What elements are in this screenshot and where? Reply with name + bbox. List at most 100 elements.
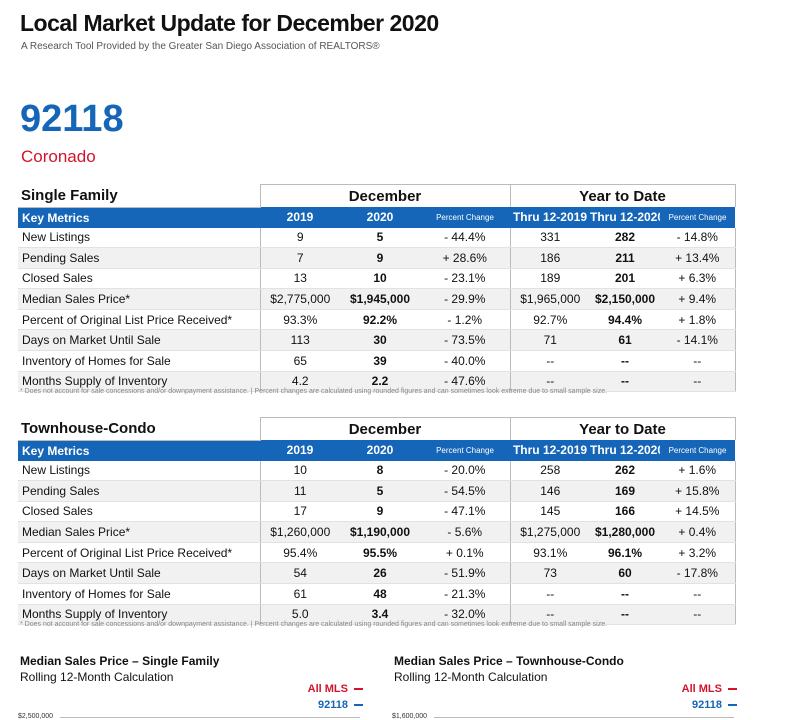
metric-value: - 51.9% xyxy=(420,562,511,585)
metric-value: - 23.1% xyxy=(420,268,511,290)
metric-value: - 47.6% xyxy=(420,371,511,393)
metric-value: + 14.5% xyxy=(660,501,736,523)
legend-label: All MLS xyxy=(307,683,348,695)
footnote: * Does not account for sale concessions … xyxy=(20,388,608,395)
metric-name: Days on Market Until Sale xyxy=(18,329,261,352)
metric-name: Percent of Original List Price Received* xyxy=(18,542,261,564)
metric-value: 4.2 xyxy=(260,371,340,393)
metric-value: -- xyxy=(510,604,590,626)
metric-value: - 29.9% xyxy=(420,288,511,310)
metric-value: 94.4% xyxy=(590,309,660,331)
subtitle: A Research Tool Provided by the Greater … xyxy=(21,41,380,52)
metric-value: $1,945,000 xyxy=(340,288,420,310)
metric-value: 9 xyxy=(340,501,420,523)
metric-value: + 0.1% xyxy=(420,542,511,564)
metric-value: + 13.4% xyxy=(660,247,736,269)
metric-value: 92.7% xyxy=(510,309,590,331)
metric-value: - 54.5% xyxy=(420,480,511,502)
metric-value: + 1.6% xyxy=(660,460,736,482)
group-header: Year to Date xyxy=(509,417,736,440)
metric-value: 54 xyxy=(260,562,340,585)
table-block: Single Family December Year to Date Key Met… xyxy=(18,184,736,393)
metric-name: Median Sales Price* xyxy=(18,521,261,543)
column-header: 2020 xyxy=(340,207,420,228)
metric-value: 5 xyxy=(340,480,420,502)
axis-line xyxy=(434,717,734,718)
column-header: Key Metrics xyxy=(18,207,260,228)
metric-row: New Listings 10 8- 20.0% 258 262 + 1.6% xyxy=(18,460,736,482)
metric-value: 262 xyxy=(590,460,660,482)
column-header: Percent Change xyxy=(660,207,736,228)
metric-value: 30 xyxy=(340,329,420,352)
metric-value: $1,280,000 xyxy=(590,521,660,543)
metric-value: - 40.0% xyxy=(420,350,511,372)
metric-value: - 5.6% xyxy=(420,521,511,543)
metric-row: Percent of Original List Price Received*… xyxy=(18,542,736,564)
metric-value: 11 xyxy=(260,480,340,502)
metric-row: Percent of Original List Price Received*… xyxy=(18,309,736,331)
metric-value: 96.1% xyxy=(590,542,660,564)
metric-value: 211 xyxy=(590,247,660,269)
legend-item: All MLS xyxy=(220,683,363,695)
metric-value: 92.2% xyxy=(340,309,420,331)
legend-item: 92118 xyxy=(594,699,737,711)
metric-value: 166 xyxy=(590,501,660,523)
zip-code: 92118 xyxy=(20,98,124,140)
metric-value: - 17.8% xyxy=(660,562,736,585)
chart-title: Median Sales Price – Single Family xyxy=(20,654,220,668)
metric-value: + 28.6% xyxy=(420,247,511,269)
metric-value: 73 xyxy=(510,562,590,585)
metric-value: 2.2 xyxy=(340,371,420,393)
column-header: Percent Change xyxy=(420,440,510,461)
metric-value: -- xyxy=(590,583,660,605)
metric-value: 201 xyxy=(590,268,660,290)
column-header: Percent Change xyxy=(660,440,736,461)
metric-value: 9 xyxy=(260,227,340,249)
metric-value: 26 xyxy=(340,562,420,585)
metric-value: + 6.3% xyxy=(660,268,736,290)
section-title: Townhouse-Condo xyxy=(18,417,260,441)
group-header-row: Single Family December Year to Date xyxy=(18,184,736,208)
column-header: Thru 12-2020 xyxy=(590,440,660,461)
metric-value: 93.1% xyxy=(510,542,590,564)
metric-name: Inventory of Homes for Sale xyxy=(18,583,261,605)
metric-value: - 73.5% xyxy=(420,329,511,352)
metric-row: Inventory of Homes for Sale 61 48- 21.3% --… xyxy=(18,583,736,605)
metric-name: Median Sales Price* xyxy=(18,288,261,310)
legend-line xyxy=(354,704,363,707)
metric-value: -- xyxy=(590,350,660,372)
metric-value: $1,190,000 xyxy=(340,521,420,543)
metric-value: -- xyxy=(510,350,590,372)
metric-row: Pending Sales 7 9 + 28.6% 186 211 + 13.4% xyxy=(18,247,736,269)
axis-label: $2,500,000 xyxy=(18,713,54,720)
metric-value: 5.0 xyxy=(260,604,340,626)
metric-row: Closed Sales 13 10- 23.1% 189 201 + 6.3% xyxy=(18,268,736,290)
column-header: Thru 12-2019 xyxy=(510,207,590,228)
metric-value: $1,965,000 xyxy=(510,288,590,310)
metric-value: $2,775,000 xyxy=(260,288,340,310)
metric-value: 13 xyxy=(260,268,340,290)
legend-label: 92118 xyxy=(318,699,348,711)
metric-row: Pending Sales 11 5- 54.5% 146 169 + 15.8% xyxy=(18,480,736,502)
metric-value: 282 xyxy=(590,227,660,249)
chart-title: Median Sales Price – Townhouse-Condo xyxy=(394,654,624,668)
metric-value: - 44.4% xyxy=(420,227,511,249)
metric-value: 146 xyxy=(510,480,590,502)
metric-value: 61 xyxy=(590,329,660,352)
axis-line xyxy=(60,717,360,718)
metric-value: 61 xyxy=(260,583,340,605)
metric-name: New Listings xyxy=(18,460,261,482)
column-header-row: Key Metrics 2019 2020 Percent Change Thru 12… xyxy=(18,440,736,461)
metric-row: Days on Market Until Sale 54 26- 51.9% 73 60… xyxy=(18,562,736,585)
metric-name: Pending Sales xyxy=(18,480,261,502)
column-header: Key Metrics xyxy=(18,440,260,461)
metric-value: 258 xyxy=(510,460,590,482)
metric-row: Months Supply of Inventory 4.2 2.2- 47.6% -… xyxy=(18,371,736,393)
metric-value: + 9.4% xyxy=(660,288,736,310)
chart-subtitle: Rolling 12-Month Calculation xyxy=(394,670,548,684)
metric-value: + 15.8% xyxy=(660,480,736,502)
metric-value: + 3.2% xyxy=(660,542,736,564)
metric-value: -- xyxy=(510,371,590,393)
metric-value: 186 xyxy=(510,247,590,269)
metric-value: 169 xyxy=(590,480,660,502)
